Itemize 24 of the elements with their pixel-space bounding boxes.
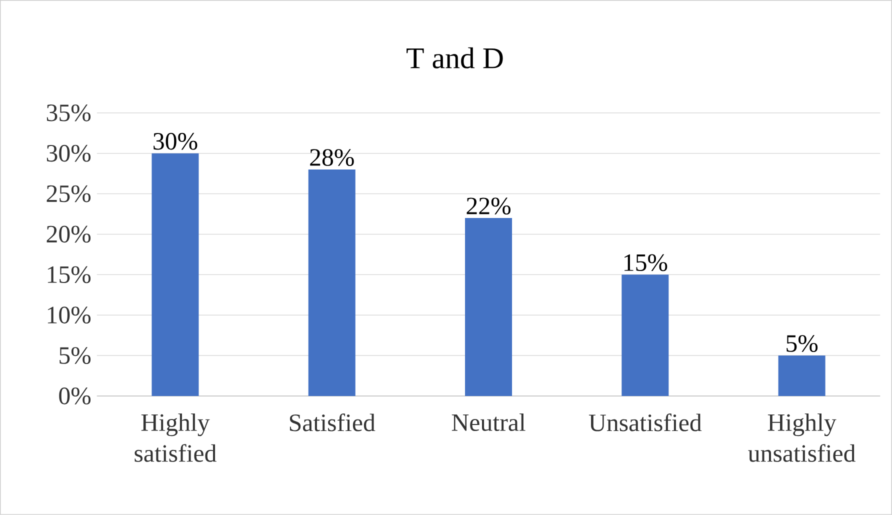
y-tick-label: 10% <box>48 306 91 324</box>
y-tick-label: 15% <box>48 266 91 284</box>
data-label: 5% <box>786 335 818 352</box>
y-tick-label: 0% <box>59 388 91 404</box>
data-label: 28% <box>310 149 354 166</box>
x-tick-label: Unsatisfied <box>588 414 702 432</box>
y-tick-label: 30% <box>46 144 91 162</box>
x-tick-label: Highly satisfied <box>134 414 216 462</box>
data-label: 22% <box>466 198 510 215</box>
y-tick-label: 35% <box>46 104 91 122</box>
data-label: 30% <box>154 132 198 150</box>
bar <box>622 274 669 396</box>
bar <box>152 153 199 396</box>
x-tick-label: Highly unsatisfied <box>748 414 856 462</box>
bar <box>778 356 826 396</box>
y-tick-label: 20% <box>46 226 91 243</box>
bar <box>308 170 356 396</box>
y-tick-label: 25% <box>46 185 91 202</box>
y-tick-label: 5% <box>60 347 91 364</box>
bar <box>465 218 512 396</box>
data-label: 15% <box>624 254 668 272</box>
x-tick-label: Neutral <box>452 414 526 432</box>
chart-title: T and D <box>406 47 503 68</box>
x-tick-label: Satisfied <box>290 414 376 432</box>
